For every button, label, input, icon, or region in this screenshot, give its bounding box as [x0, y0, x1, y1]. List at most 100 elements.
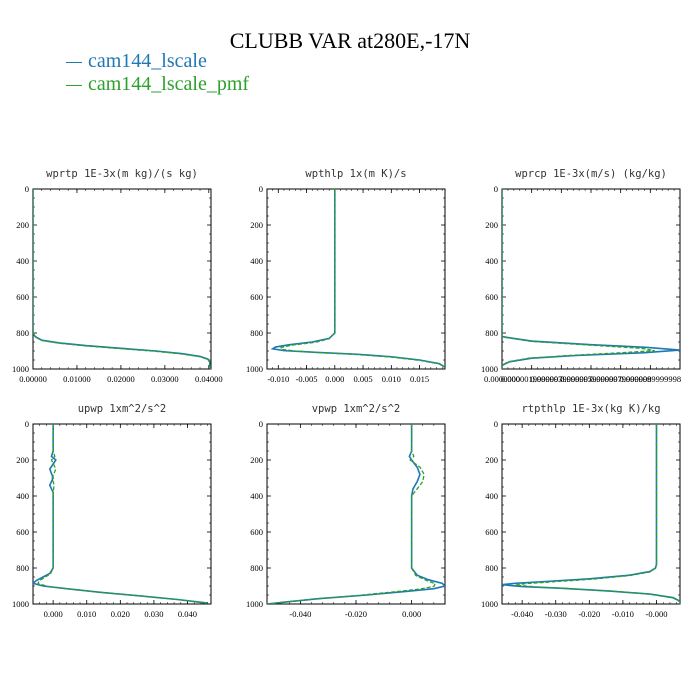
legend-item: cam144_lscale — [66, 50, 249, 73]
y-tick-label: 600 — [250, 527, 263, 537]
series-line-1 — [33, 189, 211, 369]
y-tick-label: 1000 — [246, 364, 263, 374]
y-tick-label: 1000 — [481, 599, 498, 609]
legend: cam144_lscale cam144_lscale_pmf — [66, 50, 249, 96]
plot-frame — [32, 188, 212, 370]
x-tick-label: -0.010 — [267, 374, 289, 384]
legend-label-1: cam144_lscale — [88, 50, 207, 72]
y-tick-label: 400 — [250, 256, 263, 266]
x-tick-label: 0.000 — [44, 609, 63, 619]
plot-frame — [266, 423, 446, 605]
y-tick-label: 1000 — [12, 599, 29, 609]
y-tick-label: 400 — [16, 256, 29, 266]
legend-swatch-2 — [66, 85, 82, 86]
y-tick-label: 400 — [250, 491, 263, 501]
series-line-2 — [502, 189, 655, 369]
y-tick-label: 200 — [250, 455, 263, 465]
series-line-1 — [33, 424, 208, 604]
legend-item: cam144_lscale_pmf — [66, 73, 249, 96]
x-tick-label: 0.0000019999997 — [501, 374, 563, 384]
series-line-2 — [280, 189, 445, 369]
y-tick-label: 0 — [494, 184, 498, 194]
panel-title: wprcp 1E-3x(m/s) (kg/kg) — [515, 168, 667, 180]
x-tick-label: -0.020 — [345, 609, 367, 619]
y-tick-label: 200 — [485, 220, 498, 230]
panel-3: wprcp 1E-3x(m/s) (kg/kg) 0 200 400 600 800 100… — [481, 168, 681, 384]
y-tick-label: 800 — [485, 563, 498, 573]
x-tick-label: 0.03000 — [151, 374, 179, 384]
x-tick-label: -0.005 — [296, 374, 318, 384]
x-tick-label: 0.0000099999998 — [620, 374, 682, 384]
plot-frame — [32, 423, 212, 605]
series-line-2 — [33, 189, 211, 369]
panel-1: wprtp 1E-3x(m kg)/(s kg) 0 200 400 600 800 100… — [12, 168, 223, 384]
x-tick-label: 0.04000 — [195, 374, 223, 384]
x-tick-label: 0.000 — [325, 374, 344, 384]
panel-6: rtpthlp 1E-3x(kg K)/kg 0 200 400 600 800 1000 -… — [481, 403, 681, 619]
x-tick-label: -0.040 — [289, 609, 311, 619]
x-tick-label: 0.005 — [354, 374, 373, 384]
panel-2: wpthlp 1x(m K)/s 0 200 400 600 800 1000 -0.010-… — [246, 168, 446, 384]
y-tick-label: 0 — [259, 184, 263, 194]
x-tick-label: -0.040 — [511, 609, 533, 619]
plot-frame — [266, 188, 446, 370]
x-tick-label: -0.010 — [612, 609, 634, 619]
panel-5: vpwp 1xm^2/s^2 0 200 400 600 800 1000 -0.040 -0.… — [246, 403, 446, 619]
x-tick-label: 0.030 — [144, 609, 163, 619]
panel-title: wpthlp 1x(m K)/s — [305, 168, 406, 180]
panel-title: wprtp 1E-3x(m kg)/(s kg) — [46, 168, 198, 180]
panel-4: upwp 1xm^2/s^2 0 200 400 600 800 1000 0.000 0.01… — [12, 403, 212, 619]
x-tick-label: -0.000 — [646, 609, 668, 619]
y-tick-label: 600 — [250, 292, 263, 302]
y-tick-label: 600 — [16, 292, 29, 302]
legend-swatch-1 — [66, 62, 82, 63]
series-line-1 — [502, 189, 680, 369]
y-tick-label: 0 — [25, 184, 29, 194]
y-tick-label: 1000 — [246, 599, 263, 609]
plot-frame — [501, 423, 681, 605]
y-tick-label: 800 — [250, 328, 263, 338]
x-tick-label: 0.000 — [402, 609, 421, 619]
y-tick-label: 800 — [250, 563, 263, 573]
x-tick-label: 0.015 — [410, 374, 429, 384]
x-tick-label: 0.010 — [77, 609, 96, 619]
x-tick-label: 0.02000 — [107, 374, 135, 384]
y-tick-label: 1000 — [481, 364, 498, 374]
y-tick-label: 800 — [485, 328, 498, 338]
x-tick-label: 0.040 — [178, 609, 197, 619]
x-tick-label: 0.0000039999997 — [531, 374, 593, 384]
y-tick-label: 400 — [485, 491, 498, 501]
series-line-2 — [267, 424, 437, 604]
y-tick-label: 800 — [16, 328, 29, 338]
y-tick-label: 400 — [16, 491, 29, 501]
x-tick-label: 0.020 — [111, 609, 130, 619]
y-tick-label: 200 — [485, 455, 498, 465]
x-tick-label: 0.0000000 — [484, 374, 520, 384]
series-line-2 — [37, 424, 208, 604]
y-tick-label: 800 — [16, 563, 29, 573]
x-tick-label: 0.0000079999998 — [590, 374, 652, 384]
y-tick-label: 200 — [16, 455, 29, 465]
panel-title: vpwp 1xm^2/s^2 — [312, 403, 401, 415]
series-line-1 — [502, 424, 680, 604]
series-line-1 — [267, 424, 445, 604]
panel-title: rtpthlp 1E-3x(kg K)/kg — [521, 403, 660, 415]
figure-title: CLUBB VAR at280E,-17N — [229, 28, 471, 53]
y-tick-label: 400 — [485, 256, 498, 266]
y-tick-label: 600 — [16, 527, 29, 537]
x-tick-label: 0.00000 — [19, 374, 47, 384]
plot-frame — [501, 188, 681, 370]
y-tick-label: 0 — [259, 419, 263, 429]
y-tick-label: 0 — [25, 419, 29, 429]
y-tick-label: 1000 — [12, 364, 29, 374]
x-tick-label: 0.010 — [382, 374, 401, 384]
legend-label-2: cam144_lscale_pmf — [88, 73, 250, 95]
panel-title: upwp 1xm^2/s^2 — [78, 403, 167, 415]
y-tick-label: 600 — [485, 292, 498, 302]
series-line-1 — [270, 189, 445, 368]
x-tick-label: -0.030 — [545, 609, 567, 619]
x-tick-label: -0.020 — [578, 609, 600, 619]
y-tick-label: 600 — [485, 527, 498, 537]
x-tick-label: 0.01000 — [63, 374, 91, 384]
